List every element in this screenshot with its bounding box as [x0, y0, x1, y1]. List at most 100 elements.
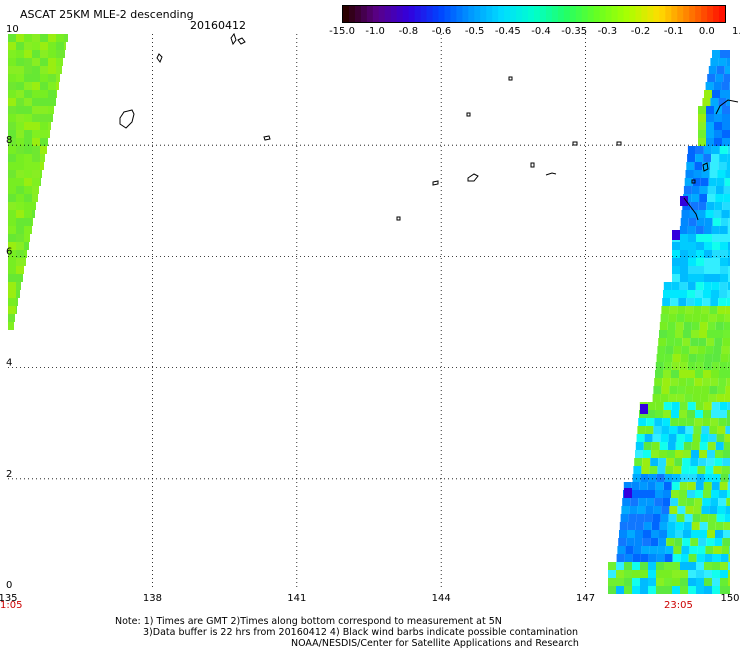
swath-cell: [655, 362, 664, 370]
swath-cell: [712, 258, 720, 266]
swath-cell: [724, 66, 730, 74]
swath-cell: [636, 514, 645, 522]
swath-cell: [651, 442, 660, 450]
swath-cell: [24, 170, 32, 178]
swath-cell: [712, 218, 721, 226]
colorbar-swatch: [408, 6, 416, 22]
swath-cell: [675, 322, 684, 330]
swath-cell: [706, 338, 715, 346]
swath-cell: [8, 122, 16, 130]
colorbar-swatch: [641, 6, 649, 22]
swath-cell: [681, 546, 690, 554]
swath-cell: [32, 186, 39, 194]
swath-cell: [672, 230, 680, 240]
swath-cell: [706, 202, 715, 210]
swath-cell: [690, 202, 699, 210]
swath-cell: [663, 362, 672, 370]
swath-cell: [625, 546, 634, 554]
swath-cell: [692, 394, 701, 402]
swath-cell: [32, 50, 40, 58]
swath-cell: [696, 570, 704, 578]
swath-cell: [679, 410, 687, 418]
swath-cell: [686, 378, 695, 386]
swath-cell: [688, 570, 696, 578]
swath-cell: [727, 282, 730, 290]
swath-cell: [679, 362, 688, 370]
swath-cell: [722, 106, 730, 114]
swath-cell: [694, 162, 703, 170]
swath-cell: [722, 130, 730, 138]
swath-cell: [684, 314, 693, 322]
swath-cell: [684, 434, 693, 442]
swath-cell: [665, 546, 674, 554]
swath-cell: [670, 378, 679, 386]
swath-cell: [687, 410, 695, 418]
swath-cell: [680, 218, 689, 226]
swath-cell: [48, 58, 56, 66]
swath-cell: [16, 58, 24, 66]
swath-cell: [700, 514, 709, 522]
swath-cell: [679, 370, 687, 378]
swath-cell: [707, 186, 716, 194]
colorbar-swatch: [713, 6, 720, 22]
colorbar-swatch: [647, 6, 654, 22]
swath-cell: [649, 466, 658, 474]
swath-cell: [40, 66, 48, 74]
swath-cell: [719, 282, 728, 290]
swath-cell: [691, 450, 699, 458]
swath-cell: [671, 282, 680, 290]
swath-cell: [680, 570, 688, 578]
swath-cell: [608, 578, 616, 586]
swath-cell: [32, 210, 35, 218]
swath-cell: [619, 522, 628, 530]
swath-cell: [713, 346, 722, 354]
swath-cell: [664, 554, 673, 562]
swath-cell: [620, 514, 629, 522]
swath-cell: [683, 530, 691, 538]
swath-cell: [24, 58, 32, 66]
swath-cell: [636, 434, 645, 442]
swath-cell: [653, 386, 662, 394]
colorbar-swatch: [695, 6, 702, 22]
swath-cell: [719, 490, 727, 498]
swath-cell: [628, 514, 637, 522]
swath-cell: [608, 586, 616, 594]
swath-cell: [8, 130, 16, 138]
swath-cell: [728, 266, 730, 274]
swath-cell: [24, 178, 32, 186]
swath-cell: [692, 514, 701, 522]
swath-cell: [684, 514, 693, 522]
swath-cell: [8, 34, 16, 42]
swath-cell: [688, 578, 696, 586]
swath-cell: [668, 434, 677, 442]
swath-cell: [698, 138, 706, 146]
swath-cell: [704, 242, 712, 250]
swath-cell: [656, 562, 664, 570]
colorbar-swatch: [462, 6, 469, 22]
lat-tick-label: 4: [6, 358, 12, 369]
swath-cell: [663, 290, 671, 298]
swath-cell: [673, 346, 682, 354]
swath-cell: [712, 266, 720, 274]
swath-cell: [698, 130, 706, 138]
colorbar-swatch: [528, 6, 535, 22]
swath-cell: [718, 298, 727, 306]
map-tick-labels: 135 138 141 144 147 150 0 2 4 6 8 10: [0, 24, 740, 604]
swath-cell: [712, 242, 720, 250]
swath-cell: [712, 586, 720, 594]
swath-cell: [16, 66, 24, 74]
swath-cell: [712, 570, 720, 578]
swath-cell: [728, 50, 730, 58]
swath-cell: [640, 404, 648, 414]
swath-cell: [698, 122, 706, 130]
swath-cell: [675, 442, 684, 450]
swath-cell: [716, 514, 725, 522]
colorbar-swatch: [426, 6, 434, 22]
swath-cell: [678, 418, 687, 426]
swath-cell: [643, 522, 652, 530]
swath-cell: [668, 514, 677, 522]
swath-cell: [704, 586, 712, 594]
colorbar-swatch: [480, 6, 487, 22]
swath-cell: [695, 290, 703, 298]
swath-cell: [701, 170, 710, 178]
